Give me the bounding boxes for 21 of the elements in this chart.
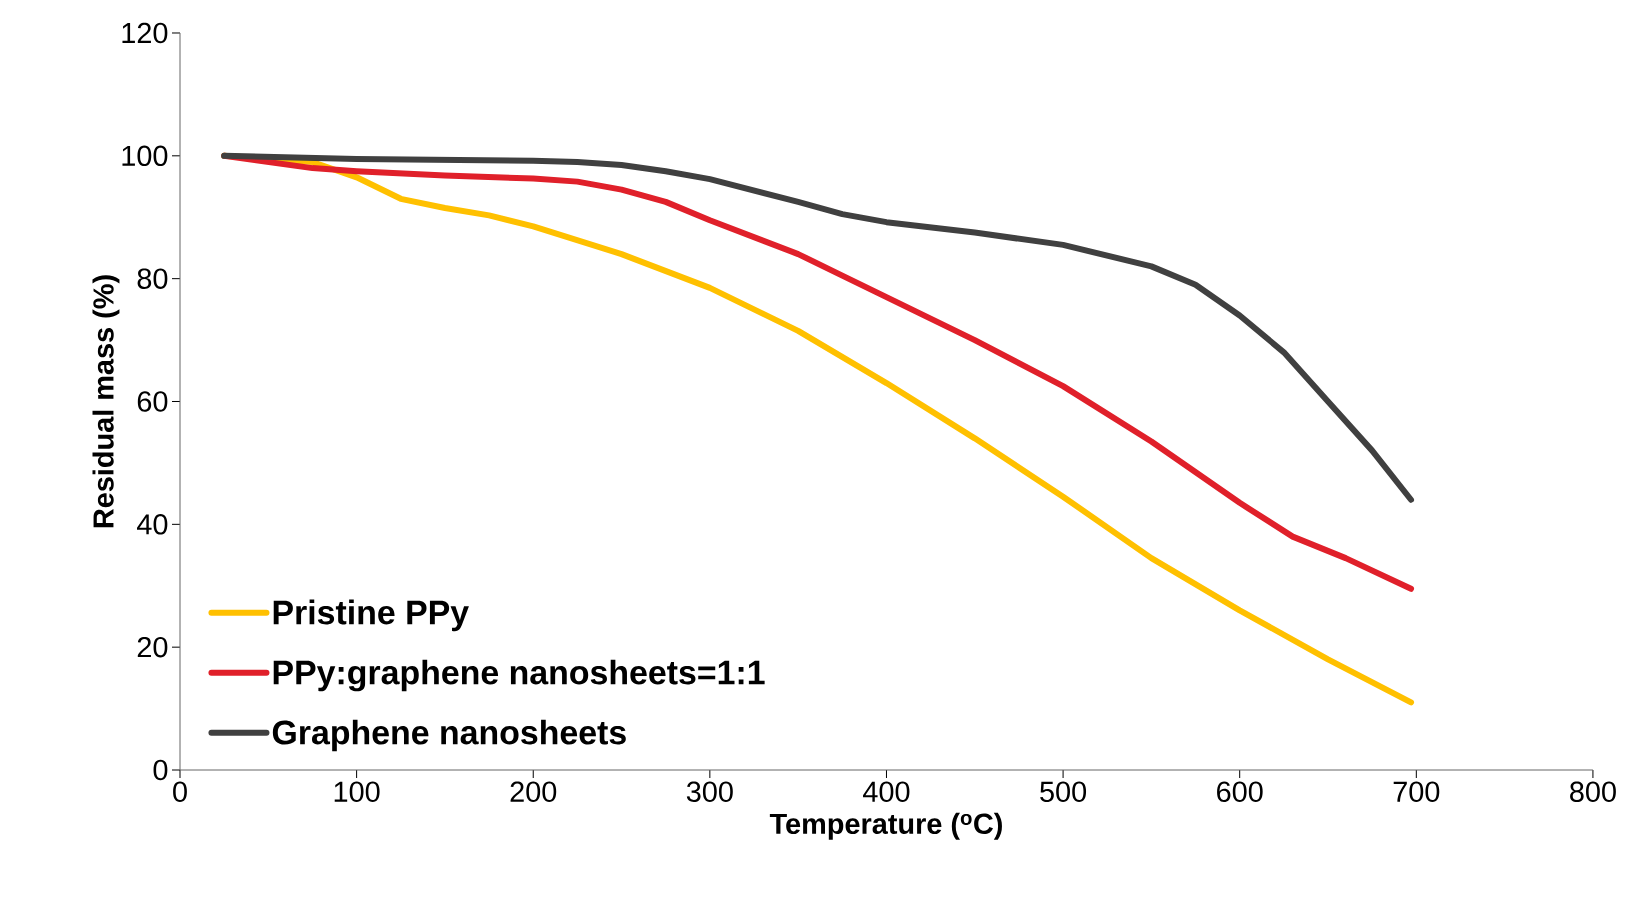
y-axis-title: Residual mass (%) [92,275,120,528]
x-tick-label: 600 [1217,781,1263,802]
y-tick-label: 20 [137,636,168,658]
x-axis-title: Temperature ($^{o}$C) [769,812,1002,840]
y-tick-label: 60 [137,391,168,412]
x-tick-label: 300 [686,781,733,802]
x-tick-label: 200 [510,781,557,802]
y-tick-label: 40 [137,514,168,535]
x-tick-label: 800 [1570,781,1616,802]
x-tick-label: 100 [334,781,380,802]
x-tick-label: 0 [173,781,187,802]
x-tick-label: 700 [1393,781,1440,802]
x-tick-label: 500 [1040,781,1087,802]
x-tick-label: 400 [863,781,910,802]
y-tick-label: 80 [137,268,168,289]
y-tick-label: 0 [153,759,168,781]
legend-label: Pristine PPy [273,599,469,632]
legend-label: PPy:graphene nanosheets=1:1 [273,659,765,692]
y-tick-label: 120 [122,22,168,44]
legend-label: Graphene nanosheets [272,719,626,752]
y-tick-label: 100 [122,145,168,167]
